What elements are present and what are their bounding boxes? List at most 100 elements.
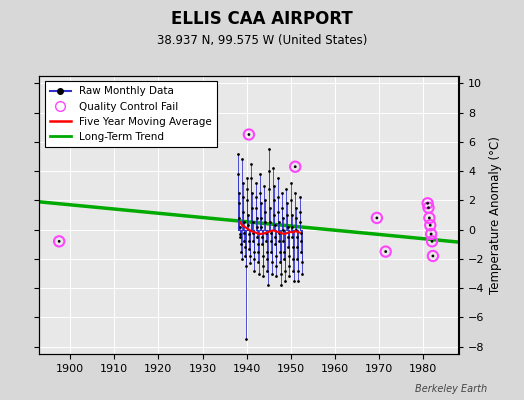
Point [253,215,261,221]
Point [252,204,260,211]
Point [288,224,296,230]
Point [237,241,245,248]
Point [270,212,278,218]
Point [258,241,266,248]
Point [279,215,287,221]
Point [424,204,433,211]
Point [269,182,278,189]
Point [292,226,301,233]
Point [428,238,436,244]
Point [275,238,283,244]
Point [291,164,299,170]
Point [242,263,250,270]
Point [266,229,275,236]
Point [427,231,435,237]
Point [283,212,291,218]
Text: ELLIS CAA AIRPORT: ELLIS CAA AIRPORT [171,10,353,28]
Point [373,215,381,221]
Point [234,171,243,177]
Point [293,256,302,262]
Point [292,215,300,221]
Point [268,270,276,277]
Point [267,238,275,244]
Point [428,238,436,244]
Point [256,190,265,196]
Point [297,238,305,244]
Point [278,190,286,196]
Point [289,244,297,250]
Point [272,273,281,280]
Point [279,238,288,244]
Point [244,212,252,218]
Point [292,234,301,240]
Point [260,197,269,204]
Point [381,248,390,255]
Point [276,259,285,265]
Point [276,248,284,255]
Point [238,156,246,163]
Point [257,215,265,221]
Point [296,219,304,226]
Point [270,222,279,228]
Point [239,194,247,201]
Point [296,194,304,201]
Point [287,197,296,204]
Point [271,253,280,259]
Point [244,231,253,237]
Point [266,219,275,226]
Point [265,146,273,152]
Point [429,253,437,259]
Point [298,270,307,277]
Point [281,278,289,284]
Point [248,204,256,211]
Point [265,168,274,174]
Point [285,273,293,280]
Point [288,234,297,240]
Point [263,248,271,255]
Point [275,219,283,226]
Point [262,238,270,244]
Point [245,253,254,259]
Point [287,180,295,186]
Point [290,278,298,284]
Point [291,204,300,211]
Point [291,164,299,170]
Point [287,212,296,218]
Point [271,241,280,248]
Point [254,241,262,248]
Point [236,234,245,240]
Point [55,238,63,244]
Point [424,204,433,211]
Point [259,273,267,280]
Point [235,215,244,221]
Point [244,222,253,228]
Point [237,256,246,262]
Legend: Raw Monthly Data, Quality Control Fail, Five Year Moving Average, Long-Term Tren: Raw Monthly Data, Quality Control Fail, … [45,81,217,147]
Point [274,194,282,201]
Point [261,209,269,215]
Point [253,234,261,240]
Point [280,248,288,255]
Point [275,229,283,236]
Point [255,270,263,277]
Point [291,190,299,196]
Point [239,219,248,226]
Point [297,248,305,255]
Point [256,200,265,206]
Point [55,238,63,244]
Point [282,200,291,206]
Point [245,131,253,138]
Point [271,234,279,240]
Point [425,215,433,221]
Point [243,175,251,182]
Point [242,336,250,342]
Point [289,256,297,262]
Point [243,197,252,204]
Point [247,160,255,167]
Point [283,234,292,240]
Point [285,253,293,259]
Point [274,175,282,182]
Point [248,190,256,196]
Point [258,253,267,259]
Point [298,259,306,265]
